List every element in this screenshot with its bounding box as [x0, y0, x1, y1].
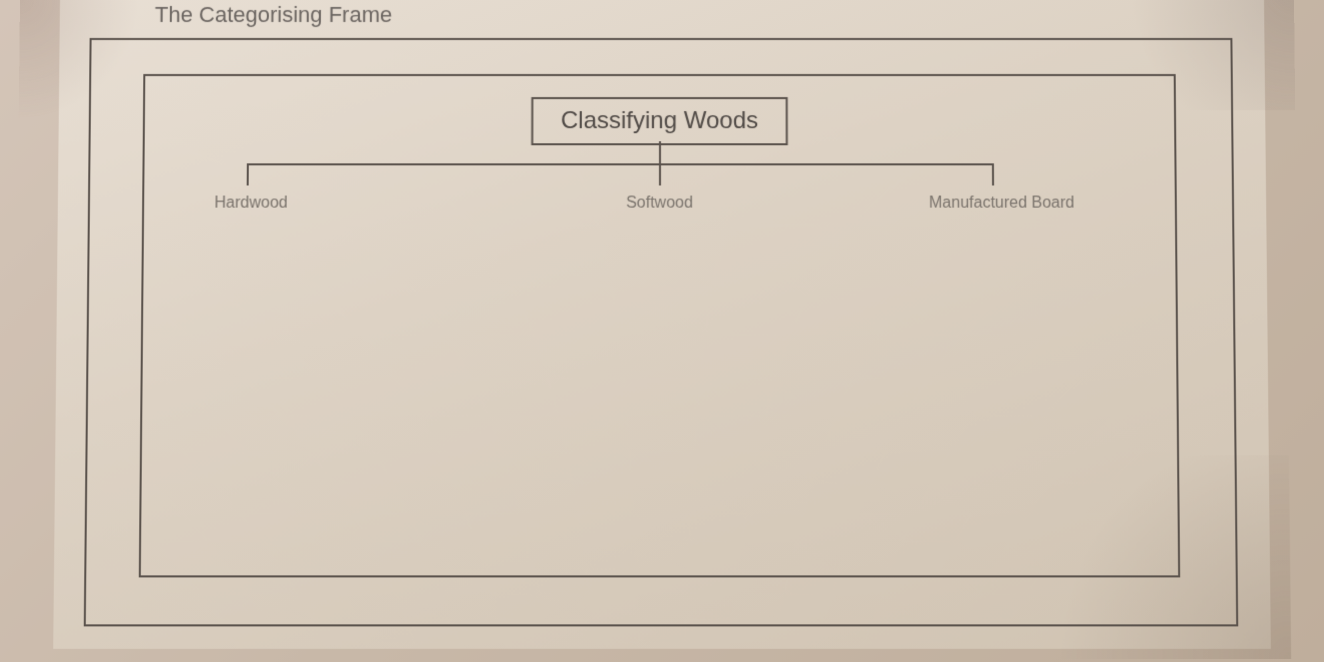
- inner-frame: Classifying Woods Hardwood Softwood Manu…: [139, 74, 1180, 577]
- connector-stem: [658, 141, 660, 163]
- connector-drop-right: [992, 163, 994, 185]
- outer-frame: Classifying Woods Hardwood Softwood Manu…: [84, 38, 1238, 626]
- root-node-box: Classifying Woods: [531, 97, 789, 145]
- connector-drop-left: [247, 163, 249, 185]
- worksheet-page: The Categorising Frame Classifying Woods…: [53, 0, 1271, 649]
- category-manufactured-board: Manufactured Board: [929, 195, 1075, 213]
- category-hardwood: Hardwood: [214, 195, 287, 213]
- connector-horizontal: [247, 163, 994, 165]
- page-title: The Categorising Frame: [155, 2, 392, 28]
- category-softwood: Softwood: [626, 195, 693, 213]
- root-node-label: Classifying Woods: [561, 107, 758, 135]
- connector-drop-mid: [658, 163, 660, 185]
